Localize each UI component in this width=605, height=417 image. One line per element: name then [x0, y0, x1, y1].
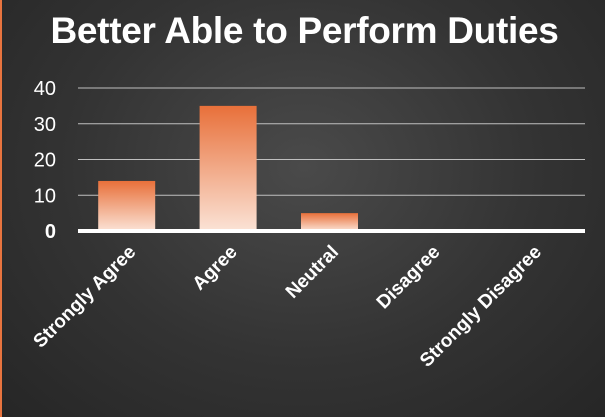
category-label: Disagree: [373, 242, 445, 314]
gridlines: [78, 87, 585, 196]
chart-title: Better Able to Perform Duties: [50, 10, 559, 51]
bars: [98, 105, 358, 231]
y-tick-label: 0: [45, 221, 56, 243]
category-label: Neutral: [282, 242, 343, 303]
y-tick-label: 30: [34, 114, 56, 136]
category-label: Agree: [189, 242, 242, 295]
bar-neutral: [301, 213, 358, 231]
bar-strongly-agree: [98, 180, 156, 231]
y-tick-label: 20: [34, 150, 56, 172]
category-label: Strongly Agree: [30, 242, 141, 353]
y-tick-label: 10: [34, 185, 56, 207]
y-tick-label: 40: [34, 78, 56, 100]
y-tick-labels: 0 10 20 30 40: [34, 78, 56, 243]
category-labels: Strongly Agree Agree Neutral DisagreeStrong…: [30, 242, 546, 372]
bar-agree: [199, 105, 257, 231]
